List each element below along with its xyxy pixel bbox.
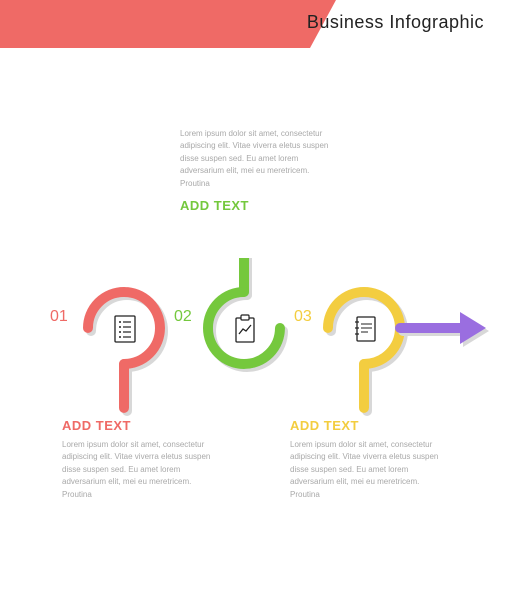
checklist-icon — [108, 312, 142, 346]
process-diagram — [34, 258, 494, 438]
step-number-2: 02 — [174, 308, 192, 326]
step-2-text: Lorem ipsum dolor sit amet, consectetur … — [180, 128, 340, 219]
clipboard-chart-icon — [228, 312, 262, 346]
step-1-body: Lorem ipsum dolor sit amet, consectetur … — [62, 439, 222, 501]
notebook-icon — [348, 312, 382, 346]
step-2-title: ADD TEXT — [180, 198, 340, 213]
step-number-1: 01 — [50, 308, 68, 326]
step-3-text: ADD TEXT Lorem ipsum dolor sit amet, con… — [290, 418, 450, 501]
arrow-icon — [400, 312, 486, 344]
page-title: Business Infographic — [307, 12, 484, 33]
step-number-3: 03 — [294, 308, 312, 326]
header-banner — [0, 0, 310, 48]
step-3-body: Lorem ipsum dolor sit amet, consectetur … — [290, 439, 450, 501]
step-2-body: Lorem ipsum dolor sit amet, consectetur … — [180, 128, 340, 190]
step-1-title: ADD TEXT — [62, 418, 222, 433]
step-3-title: ADD TEXT — [290, 418, 450, 433]
step-1-text: ADD TEXT Lorem ipsum dolor sit amet, con… — [62, 418, 222, 501]
